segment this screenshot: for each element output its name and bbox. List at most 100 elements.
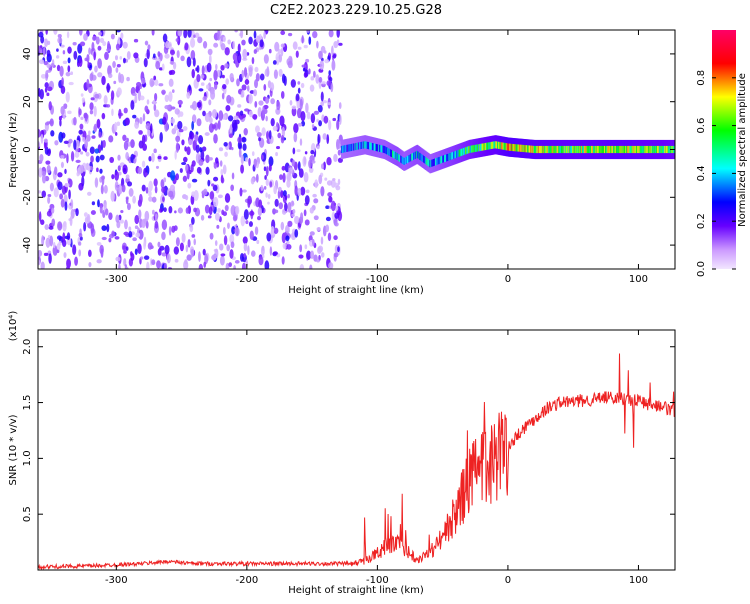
heatmap-noise-cell bbox=[267, 193, 271, 200]
heatmap-ridge-cell bbox=[348, 144, 350, 152]
heatmap-noise-cell bbox=[132, 154, 136, 158]
heatmap-noise-cell bbox=[93, 105, 97, 117]
heatmap-noise-cell bbox=[160, 179, 165, 189]
heatmap-ridge-cell bbox=[652, 145, 654, 154]
heatmap-noise-cell bbox=[240, 30, 244, 39]
heatmap-noise-cell bbox=[155, 60, 161, 70]
heatmap-noise-cell bbox=[130, 100, 135, 111]
heatmap-ridge-cell bbox=[626, 145, 629, 154]
heatmap-noise-cell bbox=[106, 223, 110, 233]
heatmap-ridge-cell bbox=[571, 145, 573, 154]
heatmap-noise-cell bbox=[127, 181, 133, 187]
heatmap-ridge-cell bbox=[373, 143, 376, 151]
heatmap-noise-cell bbox=[96, 259, 102, 264]
heatmap-noise-cell bbox=[260, 184, 264, 192]
heatmap-ridge-cell bbox=[388, 148, 390, 156]
heatmap-noise-cell bbox=[89, 109, 94, 115]
heatmap-noise-cell bbox=[280, 30, 286, 36]
heatmap-ridge-cell bbox=[610, 145, 612, 154]
heatmap-noise-cell bbox=[75, 208, 79, 217]
heatmap-ridge-cell bbox=[570, 145, 572, 154]
heatmap-noise-cell bbox=[103, 95, 108, 105]
heatmap-ridge-cell bbox=[642, 145, 644, 154]
heatmap-ridge-cell bbox=[578, 145, 580, 154]
heatmap-ridge-cell bbox=[365, 141, 368, 149]
heatmap-noise-cell bbox=[64, 182, 70, 188]
heatmap-ridge-cell bbox=[362, 141, 365, 149]
heatmap-ridge-cell bbox=[360, 142, 362, 150]
heatmap-noise-cell bbox=[199, 147, 203, 153]
heatmap-noise-cell bbox=[273, 185, 277, 195]
heatmap-noise-cell bbox=[268, 130, 272, 140]
heatmap-noise-cell bbox=[41, 173, 47, 184]
heatmap-noise-cell bbox=[163, 207, 167, 213]
heatmap-noise-cell bbox=[213, 69, 218, 81]
heatmap-noise-cell bbox=[44, 38, 48, 48]
heatmap-ridge-cell bbox=[539, 145, 541, 154]
heatmap-ridge-cell bbox=[559, 145, 561, 154]
heatmap-noise-cell bbox=[211, 124, 217, 129]
heatmap-noise-cell bbox=[295, 50, 299, 58]
heatmap-noise-cell bbox=[110, 33, 115, 40]
heatmap-noise-cell bbox=[60, 44, 65, 48]
heatmap-noise-cell bbox=[281, 73, 286, 84]
y-tick-label: 2.0 bbox=[22, 339, 33, 355]
heatmap-noise-cell bbox=[152, 53, 156, 59]
heatmap-ridge-cell bbox=[409, 154, 411, 162]
heatmap-noise-cell bbox=[337, 246, 340, 253]
heatmap-noise-cell bbox=[120, 32, 124, 40]
heatmap-noise-cell bbox=[272, 251, 279, 256]
heatmap-noise-cell bbox=[90, 223, 95, 234]
heatmap-noise-cell bbox=[177, 30, 183, 38]
heatmap-noise-cell bbox=[65, 71, 71, 77]
heatmap-ridge-cell bbox=[535, 145, 537, 154]
heatmap-noise-cell bbox=[47, 86, 53, 92]
heatmap-noise-cell bbox=[297, 81, 301, 85]
heatmap-noise-cell bbox=[128, 188, 134, 197]
heatmap-noise-cell bbox=[78, 30, 83, 36]
heatmap-ridge-cell bbox=[550, 145, 552, 154]
heatmap-noise-cell bbox=[115, 43, 121, 51]
heatmap-ridge-cell bbox=[532, 145, 535, 153]
heatmap-noise-cell bbox=[62, 232, 66, 243]
heatmap-noise-cell bbox=[121, 184, 126, 193]
heatmap-noise-cell bbox=[182, 126, 188, 131]
heatmap-ridge-cell bbox=[514, 144, 516, 152]
heatmap-ridge-cell bbox=[496, 141, 498, 149]
heatmap-noise-cell bbox=[229, 249, 234, 259]
heatmap-ridge-cell bbox=[487, 142, 490, 150]
heatmap-noise-cell bbox=[47, 196, 51, 204]
heatmap-noise-cell bbox=[286, 243, 292, 250]
heatmap-noise-cell bbox=[300, 212, 304, 223]
heatmap-noise-cell bbox=[174, 150, 177, 160]
heatmap-noise-cell bbox=[230, 241, 235, 249]
heatmap-noise-cell bbox=[49, 120, 54, 124]
heatmap-noise-cell bbox=[186, 56, 192, 68]
x-tick-label: 0 bbox=[505, 575, 511, 586]
heatmap-noise-cell bbox=[166, 253, 171, 264]
heatmap-noise-cell bbox=[217, 194, 223, 199]
heatmap-noise-cell bbox=[198, 88, 204, 92]
heatmap-noise-cell bbox=[270, 118, 275, 127]
x-tick-label: -300 bbox=[105, 274, 128, 285]
heatmap-ridge-cell bbox=[665, 145, 667, 154]
heatmap-noise-cell bbox=[159, 131, 163, 143]
heatmap-noise-cell bbox=[141, 77, 146, 85]
heatmap-y-ticks: -40 -20 0 20 40 bbox=[22, 48, 675, 253]
heatmap-noise-cell bbox=[237, 136, 243, 144]
heatmap-noise-cell bbox=[280, 189, 284, 199]
heatmap-noise-cell bbox=[229, 234, 235, 245]
heatmap-ridge-cell bbox=[419, 152, 421, 160]
heatmap-noise-cell bbox=[44, 122, 49, 126]
heatmap-ridge-cell bbox=[368, 142, 370, 150]
heatmap-ridge-cell bbox=[382, 145, 385, 153]
heatmap-ridge-cell bbox=[488, 142, 491, 150]
heatmap-noise-cell bbox=[187, 182, 192, 189]
heatmap-noise-cell bbox=[196, 65, 200, 73]
heatmap-noise-cell bbox=[87, 61, 90, 69]
heatmap-noise-cell bbox=[256, 239, 260, 245]
heatmap-noise-cell bbox=[126, 50, 131, 60]
heatmap-ridge-cell bbox=[415, 151, 418, 159]
heatmap-noise-cell bbox=[280, 43, 285, 48]
heatmap-marks bbox=[38, 30, 675, 269]
